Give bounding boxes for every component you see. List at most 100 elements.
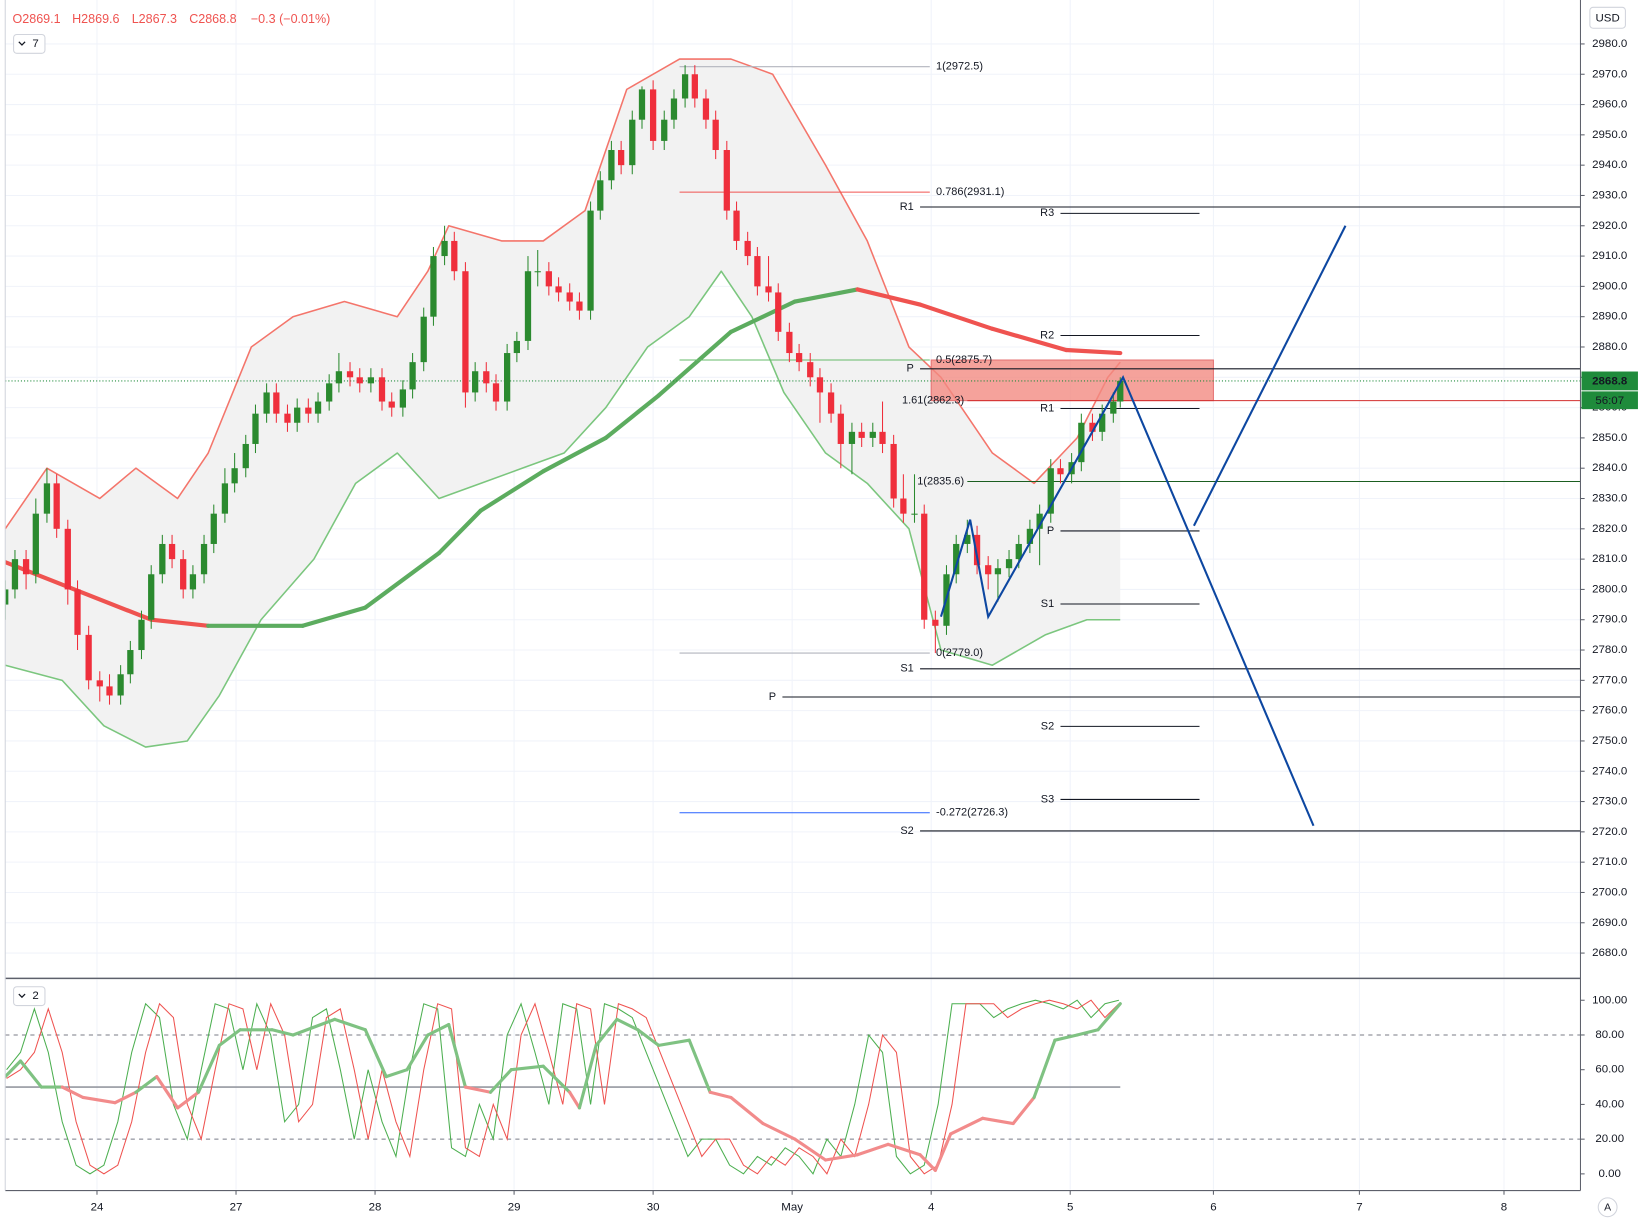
candle-body	[576, 301, 583, 311]
osc-y-tick-label: 100.00	[1592, 994, 1627, 1006]
moving-average	[656, 329, 734, 398]
legend-count: 7	[32, 38, 38, 50]
candle-body	[305, 407, 312, 414]
rsi-line	[384, 1068, 409, 1079]
candle-body	[786, 331, 793, 354]
candle-body	[911, 513, 918, 515]
candle-body	[1026, 528, 1034, 544]
y-tick-label: 2950.0	[1592, 129, 1627, 141]
candle-body	[231, 468, 238, 484]
x-tick-label: 24	[91, 1201, 104, 1213]
pivot-label: P	[1047, 525, 1054, 537]
auto-scale-circle[interactable]	[1597, 1197, 1618, 1218]
moving-average	[436, 508, 483, 556]
candle-body	[451, 240, 458, 272]
legend-toggle[interactable]: 7	[13, 33, 46, 54]
candle-body	[148, 574, 155, 620]
y-tick-label: 2770.0	[1592, 674, 1627, 686]
moving-average	[728, 299, 798, 334]
candle-body	[335, 371, 343, 384]
rsi-line	[463, 1085, 493, 1094]
osc-y-tick-label: 20.00	[1595, 1133, 1624, 1145]
osc-y-tick-label: 40.00	[1595, 1098, 1624, 1110]
rsi-line	[793, 1137, 828, 1162]
rsi-line	[1096, 1002, 1122, 1032]
currency-box[interactable]	[1589, 6, 1626, 29]
candle-body	[367, 377, 375, 384]
candle-body	[890, 443, 897, 499]
oscillator-toggle-box[interactable]	[13, 986, 46, 1007]
rsi-line	[855, 1142, 890, 1157]
candle-body	[973, 534, 981, 566]
candle-body	[399, 389, 406, 408]
y-tick-label: 2900.0	[1592, 280, 1627, 292]
candle-body	[294, 407, 301, 423]
candle-body	[273, 392, 280, 414]
candle-body	[127, 650, 134, 675]
y-tick-label: 2940.0	[1592, 159, 1627, 171]
y-tick-label: 2840.0	[1592, 462, 1627, 474]
trend-drawing	[939, 374, 1315, 827]
legend-toggle-box[interactable]	[13, 33, 46, 54]
rsi-line	[81, 1095, 117, 1105]
y-tick-label: 2830.0	[1592, 493, 1627, 505]
candle-body	[1015, 543, 1022, 560]
candle-body	[816, 377, 824, 393]
rsi-line	[918, 1153, 937, 1172]
candle-body	[1110, 401, 1117, 414]
candle-body	[441, 240, 448, 257]
candle-body	[64, 528, 71, 590]
candle-body	[555, 286, 562, 293]
candle-body	[691, 74, 698, 99]
rsi-line	[60, 1085, 85, 1100]
candle-body	[900, 498, 907, 514]
candle-body	[503, 353, 511, 402]
candle-body	[566, 292, 573, 302]
pivot-label: R2	[1040, 329, 1054, 341]
rsi-line	[1032, 1038, 1057, 1100]
rsi-line	[568, 1090, 581, 1110]
candle-body	[356, 377, 363, 384]
x-tick-label: 7	[1356, 1201, 1362, 1213]
header-open: O2869.1	[13, 12, 61, 26]
candle-body	[221, 483, 229, 514]
y-tick-label: 2680.0	[1592, 947, 1627, 959]
candle-body	[994, 568, 1002, 575]
candle-body	[159, 543, 166, 575]
rsi-line	[333, 1017, 367, 1032]
rsi-line	[363, 1028, 388, 1079]
candle-body	[388, 401, 395, 408]
rsi-line	[509, 1064, 545, 1072]
currency-label: USD	[1596, 12, 1620, 24]
candle-body	[1099, 413, 1106, 432]
fib-label: 0.5(2875.7)	[936, 354, 992, 366]
candle-body	[200, 543, 208, 575]
currency-button[interactable]: USD	[1589, 6, 1626, 29]
rsi-line	[1053, 1033, 1079, 1042]
rsi-line	[949, 1116, 985, 1136]
candle-body	[472, 371, 479, 393]
rsi-line	[687, 1038, 712, 1094]
candle-body	[879, 431, 886, 444]
rsi-line	[657, 1038, 691, 1047]
candle-body	[618, 150, 625, 166]
y-tick-label: 2800.0	[1592, 583, 1627, 595]
moving-average	[1063, 347, 1123, 356]
osc-y-tick-label: 0.00	[1599, 1168, 1621, 1180]
rsi-line	[823, 1153, 860, 1162]
candle-body	[723, 150, 730, 211]
candle-body	[53, 483, 60, 529]
candle-body	[597, 180, 604, 211]
rsi-line	[18, 1059, 43, 1089]
y-tick-label: 2920.0	[1592, 220, 1627, 232]
candle-body	[138, 619, 145, 651]
price-pane: 1(2972.5) 0.786(2931.1) 0.5(2875.7) 1.61(28…	[5, 58, 1581, 837]
oscillator-legend-toggle[interactable]: 2	[13, 986, 46, 1007]
auto-scale-button[interactable]: A	[1597, 1197, 1618, 1218]
rsi-line	[405, 1033, 430, 1072]
x-tick-label: 6	[1210, 1201, 1216, 1213]
y-tick-label: 2710.0	[1592, 856, 1627, 868]
fib-label: 1(2972.5)	[936, 61, 983, 73]
